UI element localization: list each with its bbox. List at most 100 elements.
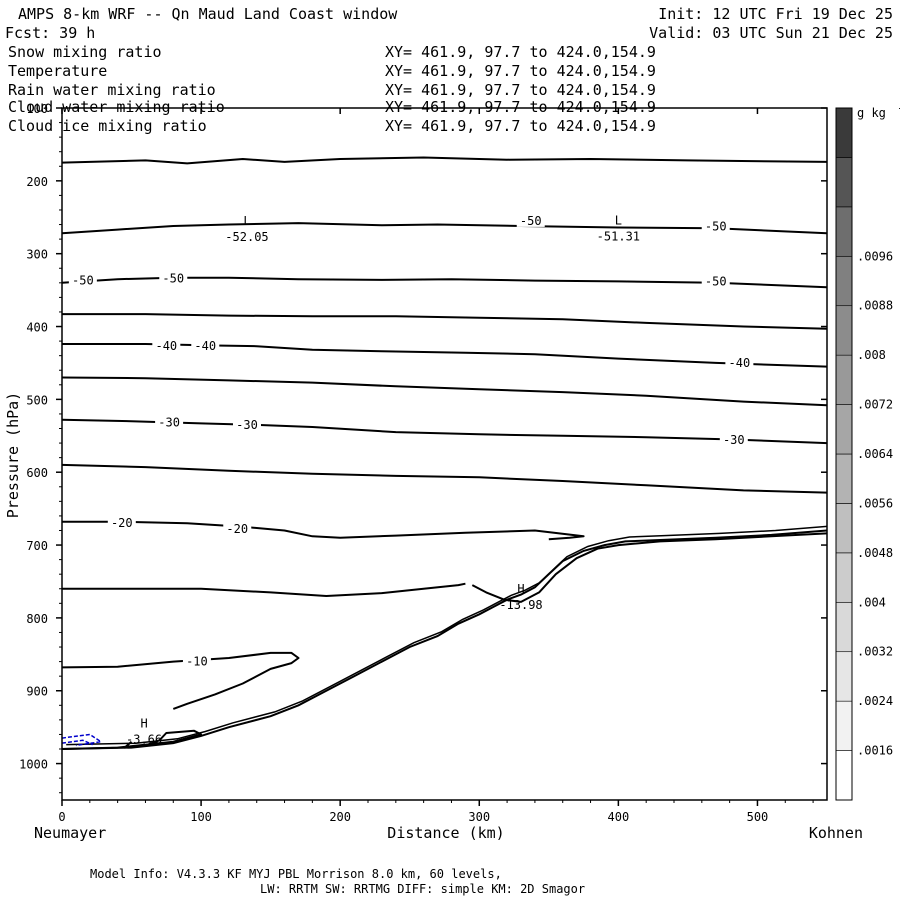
model-physics: LW: RRTM SW: RRTMG DIFF: simple KM: 2D S… bbox=[260, 882, 585, 896]
colorbar-label: .004 bbox=[857, 595, 886, 609]
field-xy: XY= 461.9, 97.7 to 424.0,154.9 bbox=[385, 62, 656, 80]
contour-label: -50 bbox=[162, 271, 184, 285]
y-tick-label: 500 bbox=[26, 393, 48, 407]
contour-label: -40 bbox=[194, 339, 216, 353]
isotherm-line bbox=[62, 582, 466, 597]
plot-area: -50 -50 -50 -50 -50 -40 -40 -40 -30 -30 -30 -20 -20 -… bbox=[62, 156, 827, 750]
colorbar-swatch bbox=[835, 700, 853, 751]
y-tick-label: 400 bbox=[26, 321, 48, 335]
field-list: Snow mixing ratio XY= 461.9, 97.7 to 424… bbox=[8, 43, 656, 135]
contour-label-bg bbox=[159, 270, 188, 285]
init-time: Init: 12 UTC Fri 19 Dec 25 bbox=[658, 5, 893, 23]
contour-label: -50 bbox=[705, 274, 727, 288]
colorbar-label: .0096 bbox=[857, 249, 893, 263]
x-tick-label: 400 bbox=[608, 810, 630, 824]
extremum-value: -13.98 bbox=[499, 598, 542, 612]
field-name: Temperature bbox=[8, 62, 107, 80]
colorbar-label: .0072 bbox=[857, 398, 893, 412]
field-name: Rain water mixing ratio bbox=[8, 81, 216, 99]
forecast-hour: Fcst: 39 h bbox=[5, 24, 95, 42]
valid-time: Valid: 03 UTC Sun 21 Dec 25 bbox=[649, 24, 893, 42]
colorbar-swatch bbox=[835, 453, 853, 504]
colorbar-label: .008 bbox=[857, 348, 886, 362]
contour-label: -50 bbox=[705, 220, 727, 234]
model-info: Model Info: V4.3.3 KF MYJ PBL Morrison 8… bbox=[90, 867, 502, 881]
isotherm-line bbox=[62, 376, 827, 407]
field-name: Snow mixing ratio bbox=[8, 43, 162, 61]
y-axis-title: Pressure (hPa) bbox=[4, 392, 22, 518]
plot-inner: -50 -50 -50 -50 -50 -40 -40 -40 -30 -30 -30 -20 -20 -… bbox=[62, 156, 827, 750]
colorbar-label: .0024 bbox=[857, 694, 893, 708]
contour-label: -20 bbox=[226, 522, 248, 536]
x-tick-label: 0 bbox=[58, 810, 65, 824]
contour-label-bg bbox=[719, 432, 748, 447]
field-xy: XY= 461.9, 97.7 to 424.0,154.9 bbox=[385, 81, 656, 99]
colorbar-unit: g kg bbox=[857, 106, 886, 120]
colorbar-label: .0032 bbox=[857, 645, 893, 659]
extremum-marker: H bbox=[517, 582, 524, 596]
x-tick-label: 500 bbox=[747, 810, 769, 824]
contour-label-bg bbox=[516, 212, 545, 227]
colorbar-swatch bbox=[835, 404, 853, 455]
contour-label-bg bbox=[155, 414, 184, 429]
isotherm-line bbox=[62, 276, 827, 289]
colorbar-swatch bbox=[835, 750, 853, 801]
axes: 100 200 300 400 500 600 700 800 900 1000 0 100 200 30… bbox=[19, 102, 828, 824]
field-name: Cloud ice mixing ratio bbox=[8, 117, 207, 135]
field-xy: XY= 461.9, 97.7 to 424.0,154.9 bbox=[385, 43, 656, 61]
field-xy: XY= 461.9, 97.7 to 424.0,154.9 bbox=[385, 117, 656, 135]
contour-label-bg bbox=[152, 338, 181, 353]
colorbar-swatch bbox=[835, 305, 853, 356]
contour-label: -30 bbox=[236, 418, 258, 432]
contour-label: -30 bbox=[723, 433, 745, 447]
colorbar-swatch bbox=[835, 503, 853, 554]
extremum-value: -3.66 bbox=[126, 733, 162, 747]
x-tick-label: 300 bbox=[468, 810, 490, 824]
colorbar: .0016 .0024 .0032 .004 .0048 .0056 .0064 .0072.… bbox=[835, 101, 900, 801]
contour-label: -10 bbox=[186, 655, 208, 669]
x-end-label-left: Neumayer bbox=[34, 824, 106, 842]
contour-label-bg bbox=[701, 273, 730, 288]
colorbar-label: .0088 bbox=[857, 299, 893, 313]
colorbar-swatch bbox=[835, 107, 853, 158]
plot-frame bbox=[61, 107, 828, 801]
isotherm-line bbox=[62, 313, 827, 330]
x-tick-label: 100 bbox=[190, 810, 212, 824]
colorbar-unit-exponent: -1 bbox=[897, 101, 900, 115]
isotherm-line bbox=[62, 463, 827, 494]
extremum-marker: L bbox=[243, 214, 250, 228]
y-tick-label: 700 bbox=[26, 539, 48, 553]
contour-label-bg bbox=[232, 416, 261, 431]
colorbar-swatch bbox=[835, 206, 853, 257]
y-tick-label: 1000 bbox=[19, 758, 48, 772]
y-tick-label: 800 bbox=[26, 612, 48, 626]
colorbar-swatch bbox=[835, 552, 853, 603]
colorbar-label: .0064 bbox=[857, 447, 893, 461]
extremum-value: -52.05 bbox=[225, 230, 268, 244]
y-tick-label: 600 bbox=[26, 466, 48, 480]
x-axis-title: Distance (km) bbox=[387, 824, 504, 842]
contour-label-bg bbox=[701, 218, 730, 233]
contour-label: -50 bbox=[520, 214, 542, 228]
extremum-marker: H bbox=[140, 717, 147, 731]
field-xy: XY= 461.9, 97.7 to 424.0,154.9 bbox=[385, 98, 656, 116]
colorbar-swatch bbox=[835, 651, 853, 702]
y-tick-label: 100 bbox=[26, 102, 48, 116]
colorbar-label: .0056 bbox=[857, 496, 893, 510]
y-tick-label: 300 bbox=[26, 248, 48, 262]
extremum-value: -51.31 bbox=[597, 229, 640, 243]
colorbar-swatch bbox=[835, 157, 853, 208]
cloud-water-contour bbox=[62, 739, 93, 746]
isotherm-line bbox=[62, 651, 300, 710]
colorbar-swatch bbox=[835, 354, 853, 405]
colorbar-label: .0016 bbox=[857, 744, 893, 758]
contour-label: -50 bbox=[72, 274, 94, 288]
isotherm-line bbox=[62, 156, 827, 165]
contour-label-bg bbox=[107, 515, 136, 530]
contour-label: -20 bbox=[111, 516, 133, 530]
contour-label-bg bbox=[182, 653, 211, 668]
x-end-label-right: Kohnen bbox=[809, 824, 863, 842]
x-tick-label: 200 bbox=[329, 810, 351, 824]
contour-label-bg bbox=[68, 272, 97, 287]
contour-label: -40 bbox=[729, 356, 751, 370]
